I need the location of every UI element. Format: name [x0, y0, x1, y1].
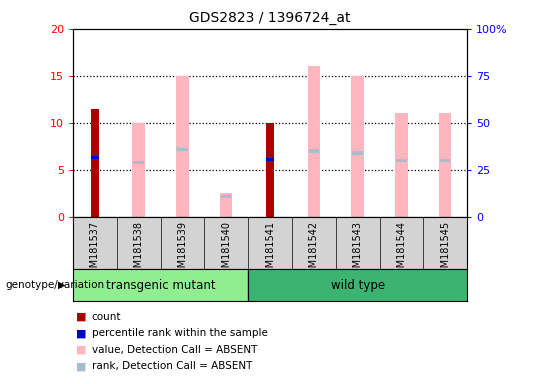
Bar — [91, 109, 99, 217]
Text: ■: ■ — [76, 345, 86, 355]
Text: percentile rank within the sample: percentile rank within the sample — [92, 328, 268, 338]
Text: GSM181542: GSM181542 — [309, 221, 319, 280]
Bar — [352, 76, 364, 217]
Bar — [133, 161, 144, 164]
Text: count: count — [92, 312, 122, 322]
Text: wild type: wild type — [330, 279, 384, 291]
Text: GSM181543: GSM181543 — [353, 221, 362, 280]
Text: genotype/variation: genotype/variation — [5, 280, 105, 290]
Bar — [132, 123, 145, 217]
Bar — [308, 149, 319, 153]
Bar — [220, 194, 232, 217]
Bar — [91, 156, 99, 159]
Text: ■: ■ — [76, 328, 86, 338]
Text: ■: ■ — [76, 361, 86, 371]
Bar — [440, 159, 450, 162]
Text: transgenic mutant: transgenic mutant — [106, 279, 215, 291]
Text: GSM181538: GSM181538 — [133, 221, 144, 280]
Text: GSM181537: GSM181537 — [90, 221, 100, 280]
Text: GSM181544: GSM181544 — [396, 221, 407, 280]
Text: GSM181541: GSM181541 — [265, 221, 275, 280]
Bar — [266, 123, 274, 217]
Text: ▶: ▶ — [58, 280, 66, 290]
Text: ■: ■ — [76, 312, 86, 322]
Bar — [395, 114, 408, 217]
Text: GSM181540: GSM181540 — [221, 221, 231, 280]
Bar — [396, 159, 407, 162]
Bar — [439, 114, 451, 217]
Title: GDS2823 / 1396724_at: GDS2823 / 1396724_at — [189, 11, 351, 25]
Text: rank, Detection Call = ABSENT: rank, Detection Call = ABSENT — [92, 361, 252, 371]
Bar — [177, 147, 188, 151]
Text: GSM181545: GSM181545 — [440, 221, 450, 280]
Text: GSM181539: GSM181539 — [178, 221, 187, 280]
Text: value, Detection Call = ABSENT: value, Detection Call = ABSENT — [92, 345, 257, 355]
Bar — [266, 158, 274, 161]
Bar — [308, 66, 320, 217]
Bar — [221, 195, 232, 198]
Bar — [176, 76, 188, 217]
Bar — [352, 151, 363, 155]
